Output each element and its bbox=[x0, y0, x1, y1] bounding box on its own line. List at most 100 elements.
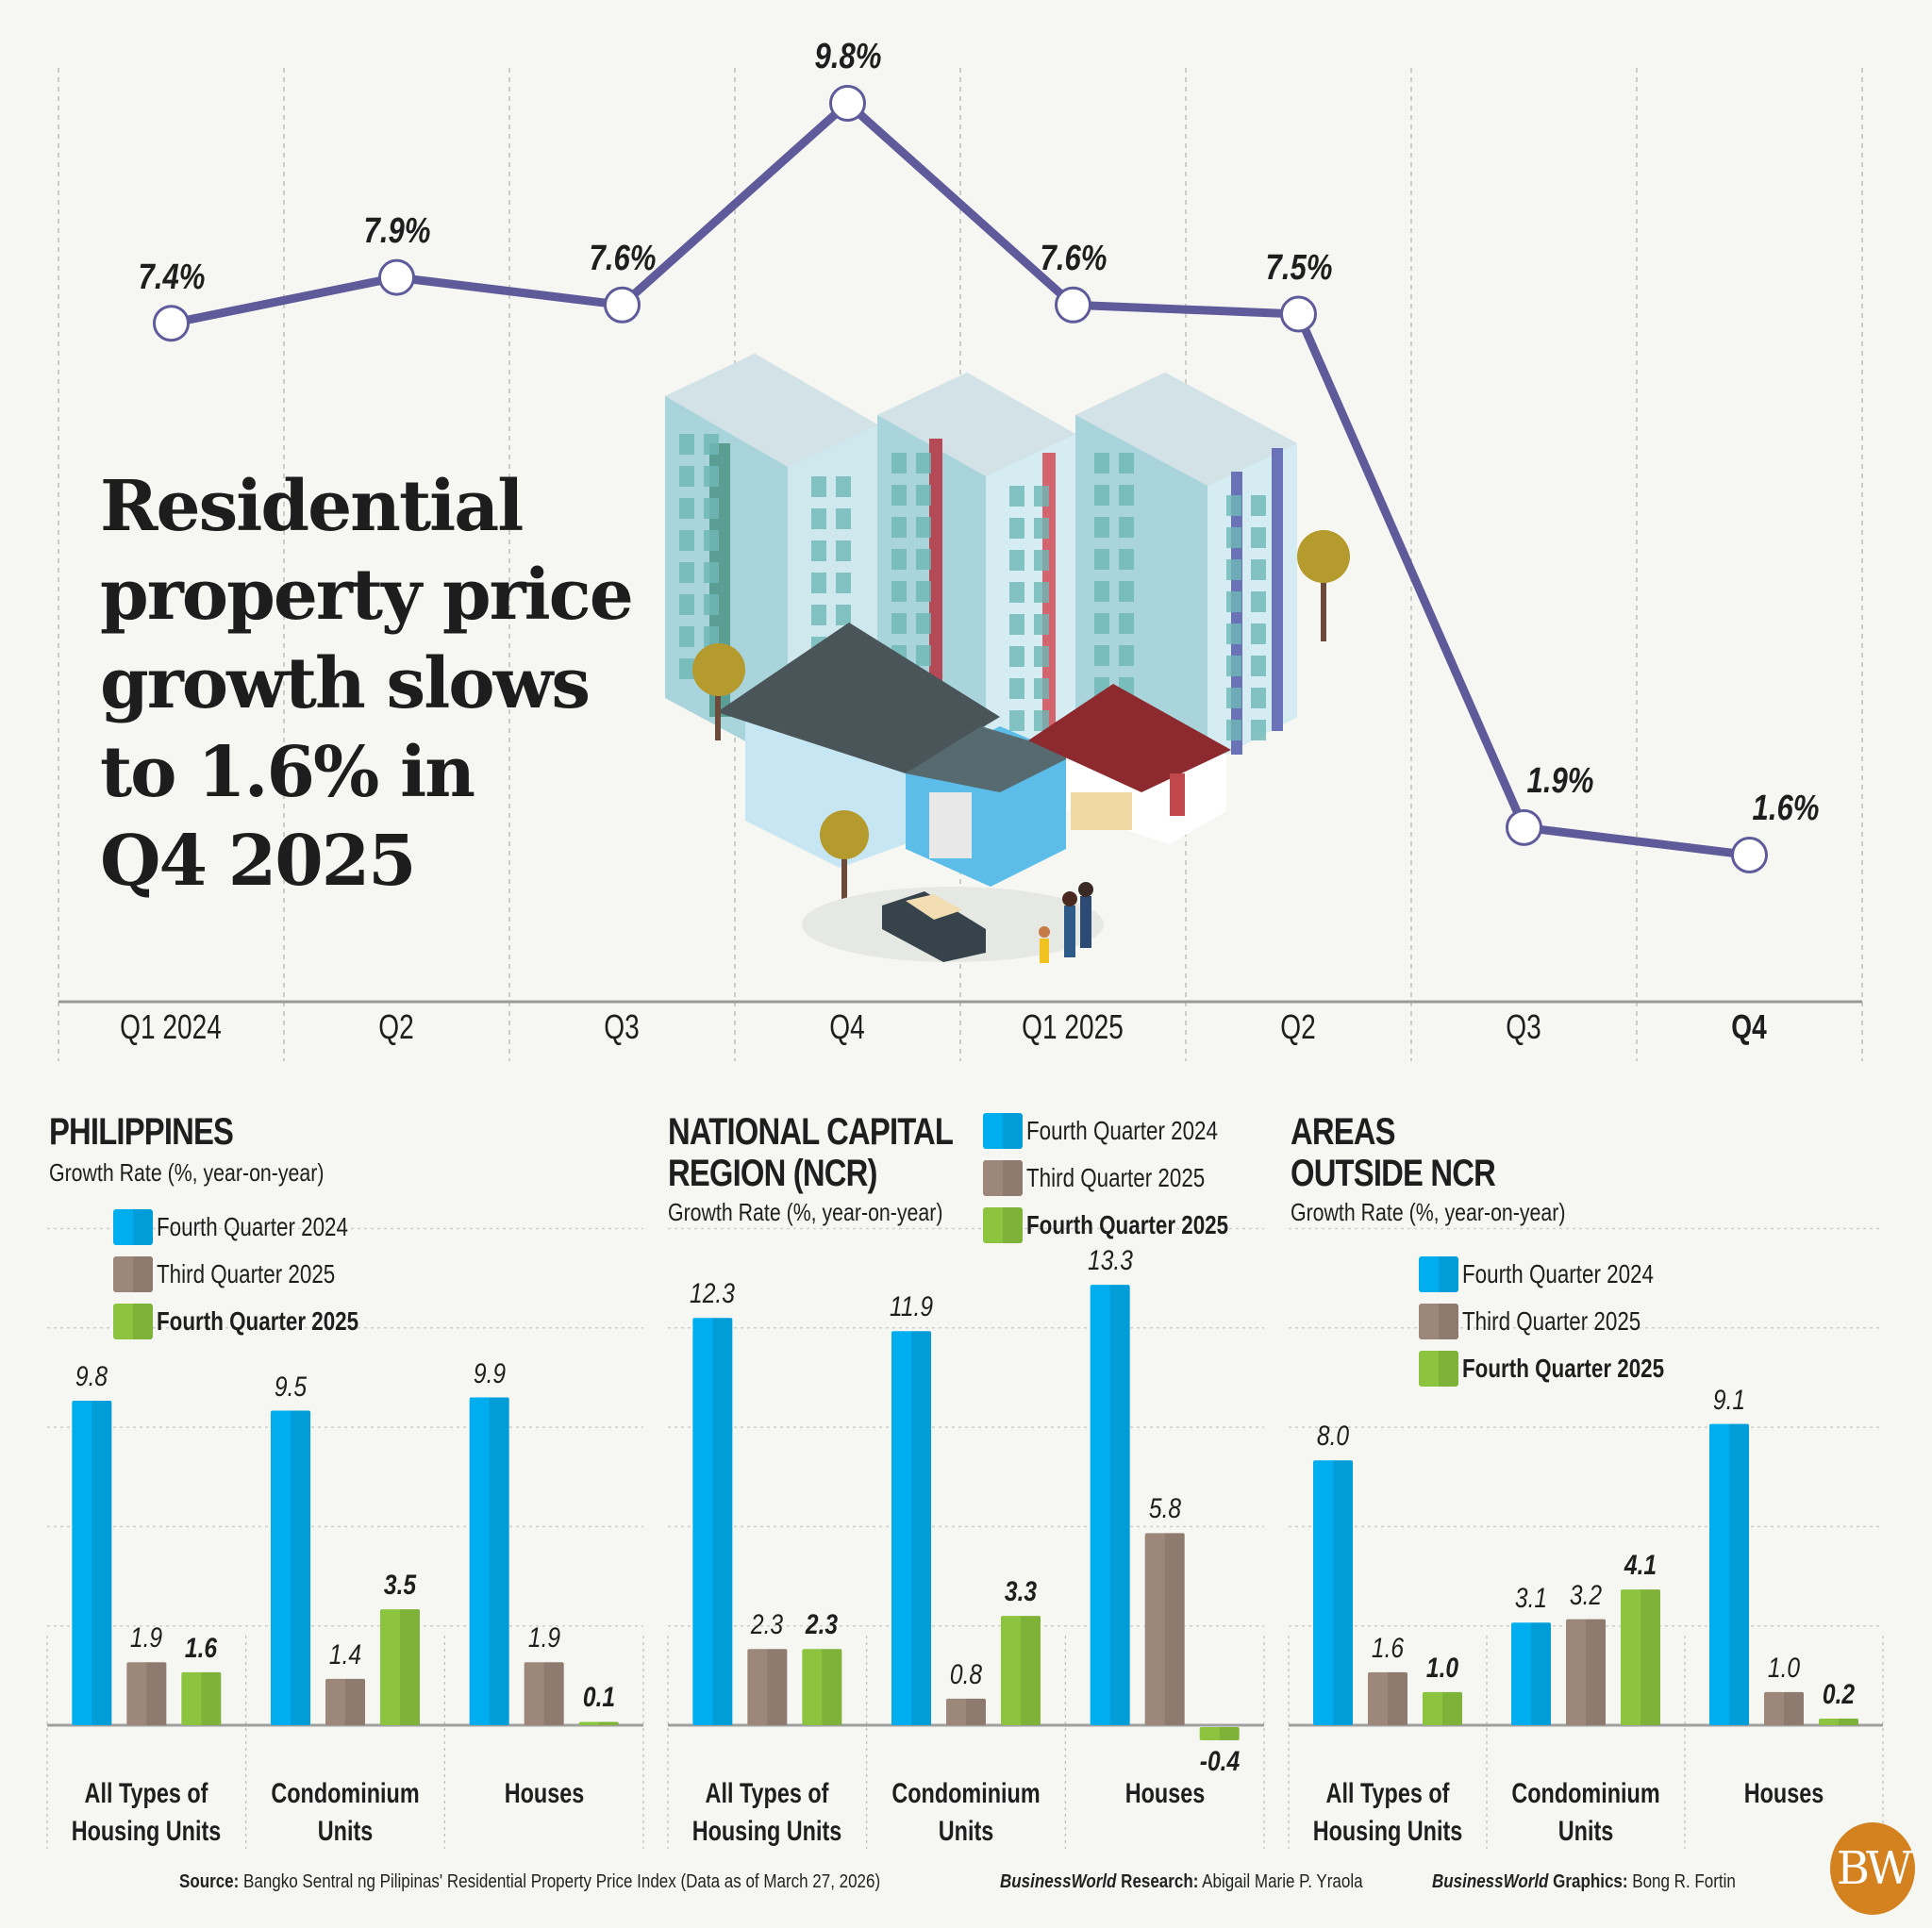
window bbox=[1009, 518, 1024, 539]
graphics-label: Graphics: bbox=[1553, 1871, 1628, 1892]
category-label: Houses bbox=[1743, 1778, 1824, 1809]
bar-panel-2 bbox=[667, 1227, 1265, 1849]
window bbox=[679, 562, 694, 583]
window bbox=[679, 498, 694, 519]
family-icon bbox=[1039, 882, 1093, 963]
window bbox=[1251, 527, 1266, 548]
bar-shade bbox=[201, 1671, 222, 1725]
window bbox=[916, 613, 931, 634]
bar-shade bbox=[543, 1662, 564, 1725]
bar-1-1-1 bbox=[325, 1678, 365, 1725]
data-label-4: 7.6% bbox=[1039, 239, 1108, 279]
bar-shade bbox=[489, 1397, 509, 1725]
window bbox=[1226, 559, 1241, 580]
window bbox=[891, 517, 907, 538]
legend-item: Third Quarter 2025 bbox=[113, 1251, 409, 1298]
bar-shade bbox=[1641, 1589, 1660, 1725]
window bbox=[1034, 646, 1049, 667]
tree-icon bbox=[692, 530, 1350, 901]
window bbox=[1119, 581, 1134, 602]
window bbox=[1251, 656, 1266, 676]
line-point-5 bbox=[1280, 295, 1317, 333]
bar-value-label: 11.9 bbox=[889, 1291, 934, 1323]
line-path bbox=[170, 98, 1751, 859]
bar-shade bbox=[1784, 1691, 1804, 1725]
window bbox=[1009, 678, 1024, 699]
window bbox=[1034, 614, 1049, 635]
bar-3-1-2 bbox=[1621, 1589, 1660, 1725]
bar-shade bbox=[1021, 1616, 1041, 1725]
data-label-2: 7.6% bbox=[588, 239, 657, 279]
window bbox=[1094, 581, 1109, 602]
panel-subtitle-outside-ncr: Growth Rate (%, year-on-year) bbox=[1291, 1198, 1566, 1226]
bar-shade bbox=[1531, 1622, 1551, 1725]
bar-shade bbox=[1729, 1423, 1749, 1725]
window bbox=[1009, 550, 1024, 571]
graphics-credit: BusinessWorld Graphics: Bong R. Fortin bbox=[1432, 1871, 1736, 1893]
bar-3-2-1 bbox=[1764, 1691, 1804, 1725]
window bbox=[836, 540, 851, 561]
bar-value-label: 3.5 bbox=[383, 1570, 417, 1602]
x-tick-label: Q1 2024 bbox=[120, 1007, 222, 1046]
red-house-icon bbox=[1028, 684, 1231, 844]
panel-title-philippines: PHILIPPINES bbox=[49, 1111, 234, 1153]
bar-3-2-2 bbox=[1819, 1718, 1858, 1725]
window bbox=[1119, 645, 1134, 666]
bar-1-0-2 bbox=[181, 1671, 222, 1725]
source-credit: Source: Bangko Sentral ng Pilipinas' Res… bbox=[179, 1871, 880, 1893]
bar-shade bbox=[1442, 1691, 1462, 1725]
window bbox=[1094, 645, 1109, 666]
legend-label: Fourth Quarter 2024 bbox=[157, 1212, 348, 1241]
bar-3-1-1 bbox=[1566, 1619, 1606, 1725]
window bbox=[679, 594, 694, 615]
category-label: Condominium Units bbox=[271, 1778, 420, 1847]
x-tick-label: Q3 bbox=[604, 1007, 640, 1046]
bar-shade bbox=[911, 1331, 931, 1725]
bar-3-0-2 bbox=[1423, 1691, 1462, 1725]
legend-label: Fourth Quarter 2025 bbox=[1026, 1210, 1229, 1239]
bar-1-1-0 bbox=[271, 1410, 310, 1725]
window bbox=[1009, 646, 1024, 667]
housing-illustration bbox=[665, 354, 1350, 963]
bar-shade bbox=[822, 1649, 842, 1725]
bar-2-0-1 bbox=[747, 1649, 788, 1725]
bar-shade bbox=[712, 1318, 733, 1725]
legend-label: Fourth Quarter 2025 bbox=[1462, 1354, 1665, 1383]
bar-shade bbox=[146, 1662, 167, 1725]
legend-swatch-icon bbox=[1419, 1256, 1458, 1292]
legend-swatch-icon bbox=[113, 1209, 153, 1245]
window bbox=[704, 594, 719, 615]
legend-item: Fourth Quarter 2024 bbox=[1419, 1251, 1715, 1298]
x-tick-label: Q2 bbox=[1280, 1007, 1316, 1046]
legend-item: Fourth Quarter 2025 bbox=[983, 1202, 1279, 1249]
legend-philippines: Fourth Quarter 2024 Third Quarter 2025 Fou… bbox=[113, 1204, 409, 1345]
bar-1-1-2 bbox=[380, 1609, 420, 1725]
window bbox=[811, 476, 826, 497]
category-label: All Types of Housing Units bbox=[72, 1778, 222, 1847]
window bbox=[1094, 485, 1109, 506]
legend-item: Fourth Quarter 2024 bbox=[113, 1204, 409, 1251]
bar-2-1-2 bbox=[1001, 1616, 1041, 1725]
window bbox=[891, 613, 907, 634]
bar-1-2-2 bbox=[578, 1721, 619, 1725]
headline-line: Q4 2025 bbox=[100, 821, 417, 902]
line-point-6 bbox=[1506, 808, 1542, 846]
panel-subtitle-ncr: Growth Rate (%, year-on-year) bbox=[668, 1198, 943, 1226]
category-label: All Types of Housing Units bbox=[692, 1778, 842, 1847]
panel-subtitle-philippines: Growth Rate (%, year-on-year) bbox=[49, 1158, 325, 1187]
bar-shade bbox=[1388, 1671, 1407, 1725]
window bbox=[916, 485, 931, 506]
data-label-7: 1.6% bbox=[1751, 789, 1820, 829]
x-tick-label: Q3 bbox=[1506, 1007, 1541, 1046]
bar-shade bbox=[1219, 1727, 1240, 1741]
bar-value-label: 0.2 bbox=[1822, 1678, 1856, 1710]
window bbox=[704, 434, 719, 455]
legend-item: Fourth Quarter 2025 bbox=[113, 1298, 409, 1345]
x-tick-label: Q1 2025 bbox=[1022, 1007, 1124, 1046]
legend-item: Fourth Quarter 2025 bbox=[1419, 1345, 1715, 1392]
bar-shade bbox=[1109, 1285, 1130, 1725]
research-name: Abigail Marie P. Yraola bbox=[1202, 1871, 1363, 1892]
data-label-0: 7.4% bbox=[137, 257, 206, 297]
bar-shade bbox=[291, 1410, 310, 1725]
legend-item: Third Quarter 2025 bbox=[1419, 1298, 1715, 1345]
